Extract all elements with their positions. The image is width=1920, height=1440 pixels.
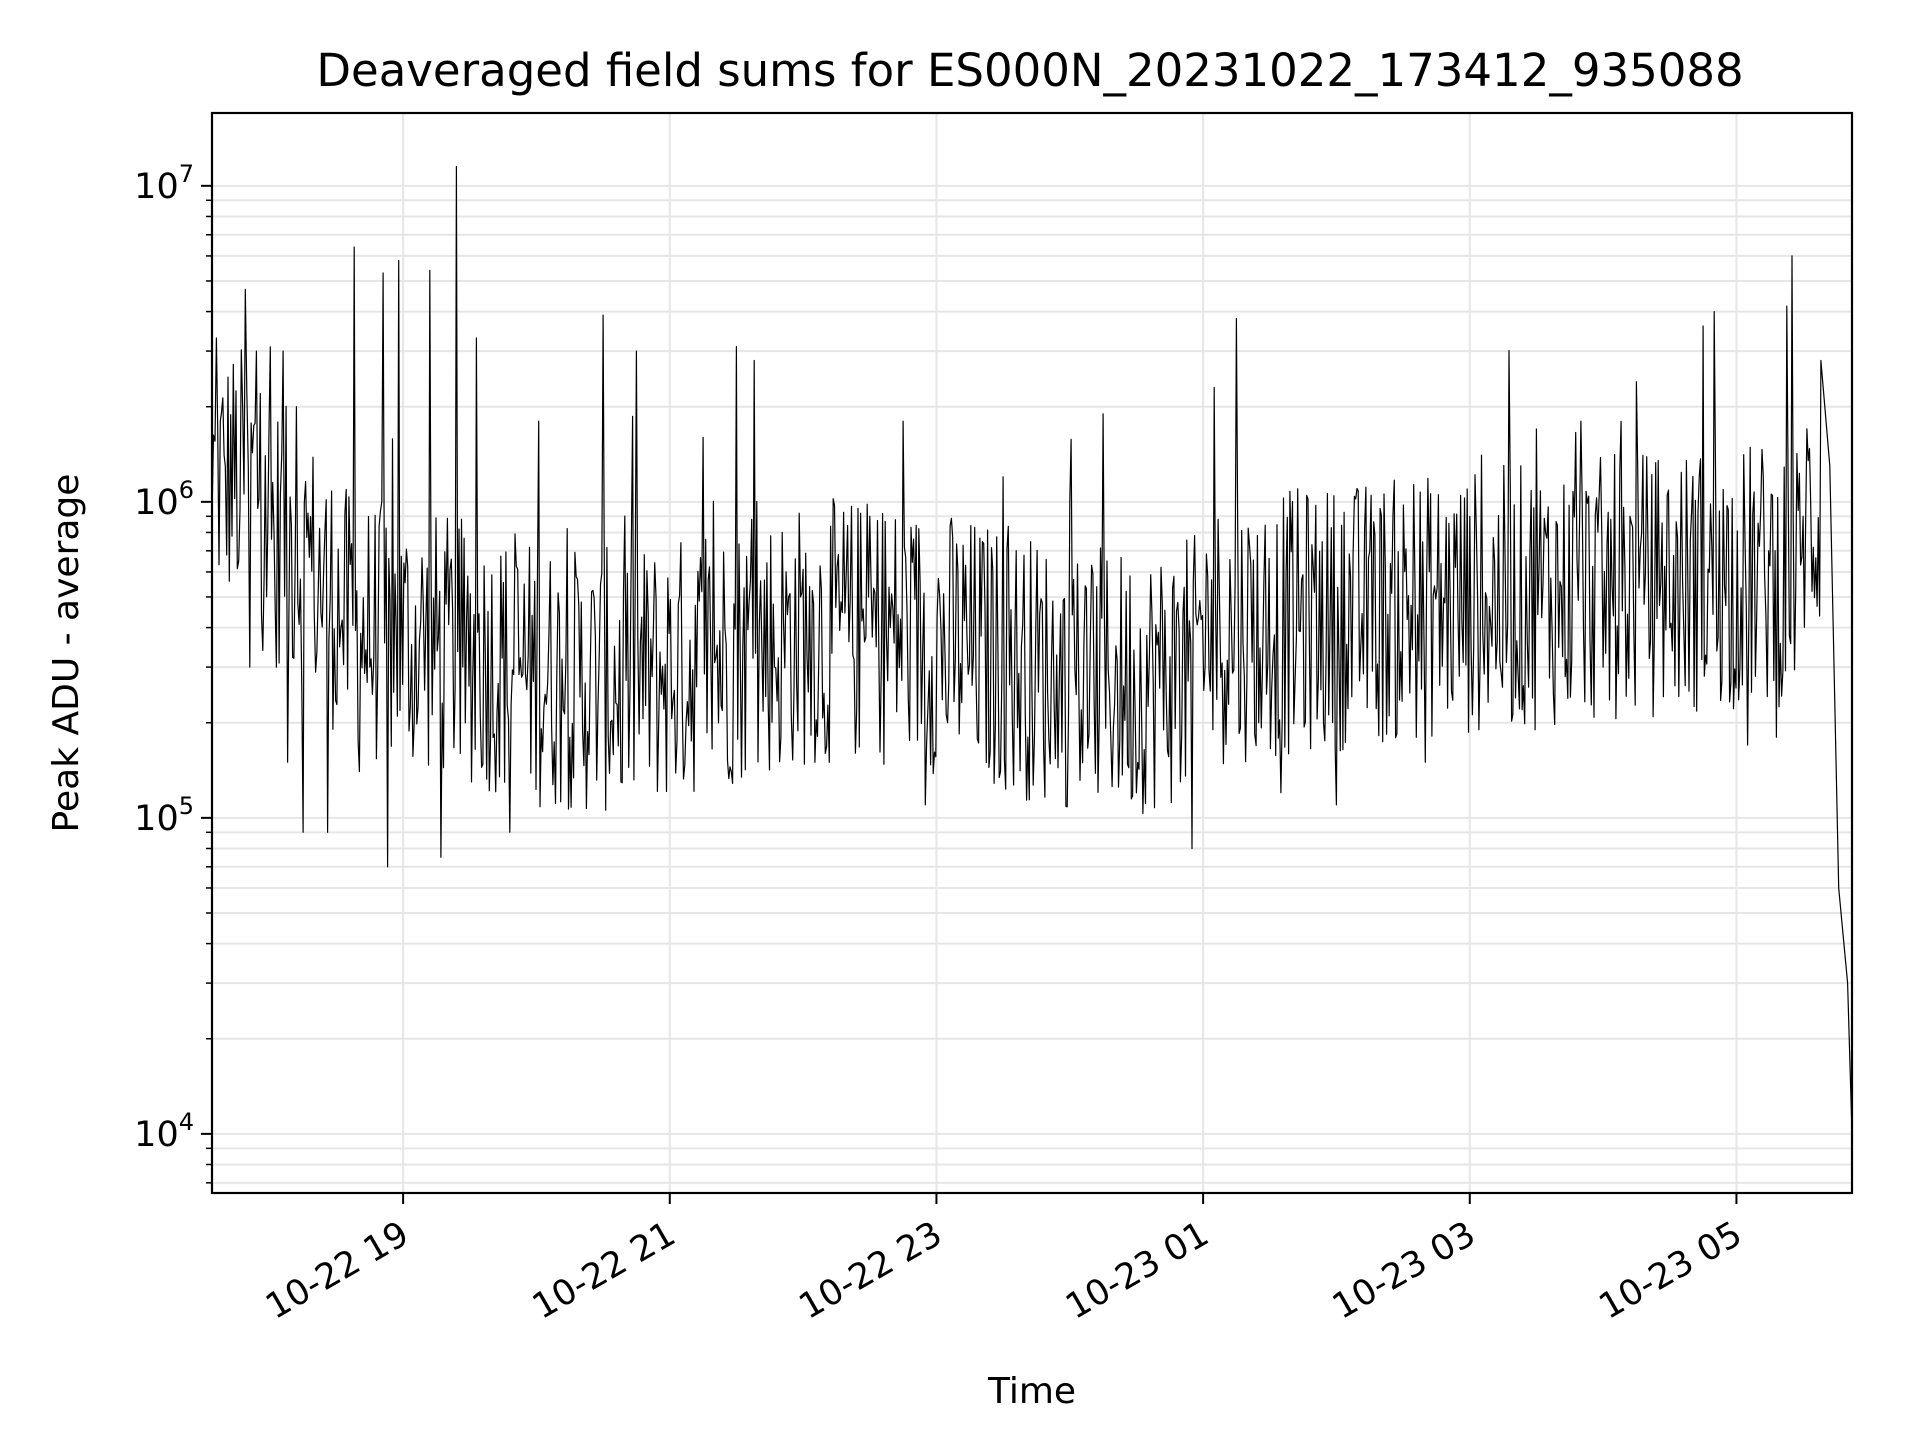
x-axis-label: Time: [987, 1371, 1076, 1412]
x-tick-label: 10-23 05: [1593, 1214, 1749, 1327]
x-tick-label: 10-22 23: [793, 1214, 949, 1327]
chart-title: Deaveraged field sums for ES000N_2023102…: [316, 44, 1743, 97]
x-tick-label: 10-22 21: [526, 1214, 682, 1327]
plot-frame: [210, 111, 1854, 1195]
series-line: [211, 166, 1853, 1134]
x-tick-label: 10-23 03: [1326, 1214, 1482, 1327]
x-axis: 10-22 19 10-22 21 10-22 23 10-23 01 10-23 03…: [259, 1193, 1749, 1327]
y-tick-label: 104: [134, 1108, 194, 1155]
x-tick-label: 10-23 01: [1059, 1214, 1215, 1327]
y-tick-label: 105: [134, 792, 194, 839]
y-tick-label: 107: [134, 160, 194, 207]
y-tick-label: 106: [134, 476, 194, 523]
x-tick-label: 10-22 19: [259, 1214, 415, 1327]
y-axis-label: Peak ADU - average: [46, 474, 87, 833]
y-axis: 104 105 106 107: [134, 160, 212, 1184]
